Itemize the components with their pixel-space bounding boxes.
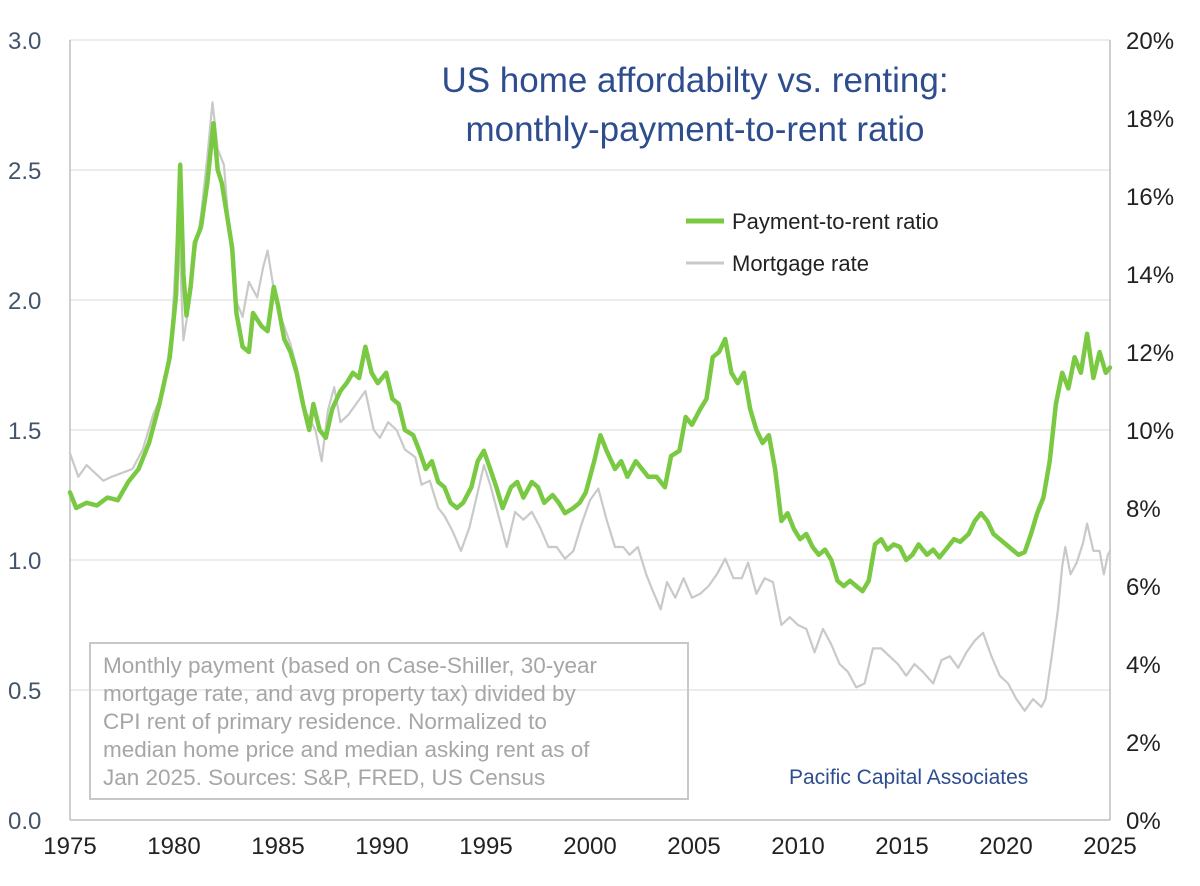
methodology-note: Monthly payment (based on Case-Shiller, … bbox=[89, 642, 689, 800]
left-axis-tick-label: 0.0 bbox=[8, 808, 41, 835]
x-axis-tick-label: 2010 bbox=[771, 833, 824, 860]
payment-to-rent-ratio-line bbox=[67, 120, 1113, 594]
right-axis-tick-label: 8% bbox=[1126, 496, 1161, 523]
x-axis-tick-label: 1995 bbox=[459, 833, 512, 860]
chart-title-line-1: US home affordabilty vs. renting: bbox=[441, 61, 948, 100]
x-axis-tick-label: 2005 bbox=[667, 833, 720, 860]
right-axis-ticks: 0% 2% 4% 6% 8% 10% 12% 14% 16% 18% 20% bbox=[1126, 28, 1174, 835]
x-axis-tick-label: 2015 bbox=[875, 833, 928, 860]
right-axis-tick-label: 14% bbox=[1126, 262, 1174, 289]
right-axis-tick-label: 16% bbox=[1126, 184, 1174, 211]
left-axis-tick-label: 3.0 bbox=[8, 28, 41, 55]
x-axis-tick-label: 1975 bbox=[43, 833, 96, 860]
x-axis-tick-label: 1985 bbox=[251, 833, 304, 860]
right-axis-tick-label: 6% bbox=[1126, 574, 1161, 601]
x-axis-ticks: 1975 1980 1985 1990 1995 2000 2005 2010 2015 2020… bbox=[43, 833, 1136, 860]
note-line-1: Monthly payment (based on Case-Shiller, … bbox=[103, 653, 598, 678]
x-axis-tick-label: 1980 bbox=[147, 833, 200, 860]
right-axis-tick-label: 12% bbox=[1126, 340, 1174, 367]
right-axis-tick-label: 10% bbox=[1126, 418, 1174, 445]
legend-label-mortgage: Mortgage rate bbox=[732, 251, 869, 276]
x-axis-tick-label: 2020 bbox=[979, 833, 1032, 860]
series-layer bbox=[67, 101, 1113, 712]
x-axis-tick-label: 2025 bbox=[1083, 833, 1136, 860]
x-axis-tick-label: 1990 bbox=[355, 833, 408, 860]
gridlines bbox=[70, 39, 1110, 691]
left-axis-tick-label: 2.5 bbox=[8, 158, 41, 185]
right-axis-tick-label: 0% bbox=[1126, 808, 1161, 835]
note-line-5: Jan 2025. Sources: S&P, FRED, US Census bbox=[103, 765, 546, 790]
right-axis-tick-label: 4% bbox=[1126, 652, 1161, 679]
source-credit: Pacific Capital Associates bbox=[789, 766, 1029, 789]
right-axis-tick-label: 2% bbox=[1126, 730, 1161, 757]
left-axis-tick-label: 2.0 bbox=[8, 288, 41, 315]
note-line-2: mortgage rate, and avg property tax) div… bbox=[103, 681, 576, 706]
mortgage-rate-line bbox=[68, 101, 1112, 712]
chart-title-line-2: monthly-payment-to-rent ratio bbox=[465, 110, 924, 149]
note-line-3: CPI rent of primary residence. Normalize… bbox=[103, 709, 547, 734]
left-axis-tick-label: 1.5 bbox=[8, 418, 41, 445]
legend: Payment-to-rent ratio Mortgage rate bbox=[686, 209, 939, 276]
left-axis-tick-label: 0.5 bbox=[8, 678, 41, 705]
right-axis-tick-label: 18% bbox=[1126, 106, 1174, 133]
legend-label-ratio: Payment-to-rent ratio bbox=[732, 209, 939, 234]
x-axis-tick-label: 2000 bbox=[563, 833, 616, 860]
note-line-4: median home price and median asking rent… bbox=[103, 737, 590, 762]
left-axis-tick-label: 1.0 bbox=[8, 548, 41, 575]
right-axis-tick-label: 20% bbox=[1126, 28, 1174, 55]
left-axis-ticks: 0.0 0.5 1.0 1.5 2.0 2.5 3.0 bbox=[8, 28, 41, 835]
